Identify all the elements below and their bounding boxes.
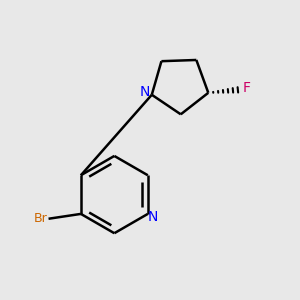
Text: F: F	[242, 81, 250, 95]
Text: N: N	[148, 211, 158, 224]
Text: N: N	[140, 85, 150, 99]
Text: Br: Br	[33, 212, 47, 225]
